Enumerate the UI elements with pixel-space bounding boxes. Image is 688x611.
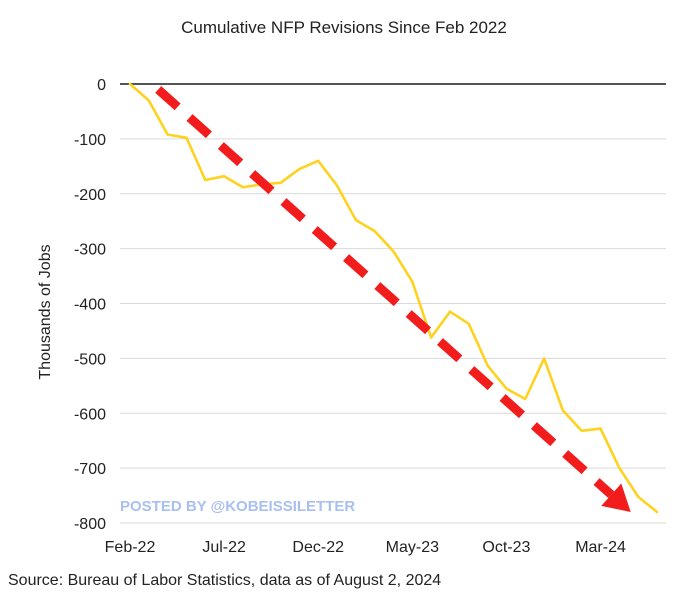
chart-title: Cumulative NFP Revisions Since Feb 2022 (181, 18, 507, 37)
y-tick-label: -800 (74, 516, 106, 533)
y-tick-label: 0 (97, 77, 106, 94)
trend-arrow-head (601, 483, 631, 512)
y-tick-label: -300 (74, 242, 106, 259)
series-layer (128, 82, 659, 514)
y-axis-label: Thousands of Jobs (37, 244, 54, 379)
y-tick-label: -400 (74, 297, 106, 314)
y-tick-labels: 0 -100 -200 -300 -400 -500 -600 -700 -800 (74, 77, 106, 533)
x-tick-label: Dec-22 (292, 539, 344, 556)
series-line (128, 82, 659, 514)
x-tick-label: Oct-23 (482, 539, 530, 556)
y-tick-label: -100 (74, 132, 106, 149)
x-tick-label: Feb-22 (105, 539, 156, 556)
trend-arrow (155, 86, 631, 512)
y-tick-label: -600 (74, 406, 106, 423)
trend-arrow-shaft (155, 86, 615, 499)
x-tick-label: May-23 (386, 539, 439, 556)
x-tick-label: Mar-24 (575, 539, 626, 556)
x-tick-label: Jul-22 (202, 539, 246, 556)
source-note: Source: Bureau of Labor Statistics, data… (8, 572, 442, 589)
y-tick-label: -500 (74, 351, 106, 368)
x-tick-labels: Feb-22 Jul-22 Dec-22 May-23 Oct-23 Mar-24 (105, 539, 626, 556)
y-tick-label: -700 (74, 461, 106, 478)
watermark: POSTED BY @KOBEISSILETTER (120, 498, 355, 515)
y-tick-label: -200 (74, 187, 106, 204)
